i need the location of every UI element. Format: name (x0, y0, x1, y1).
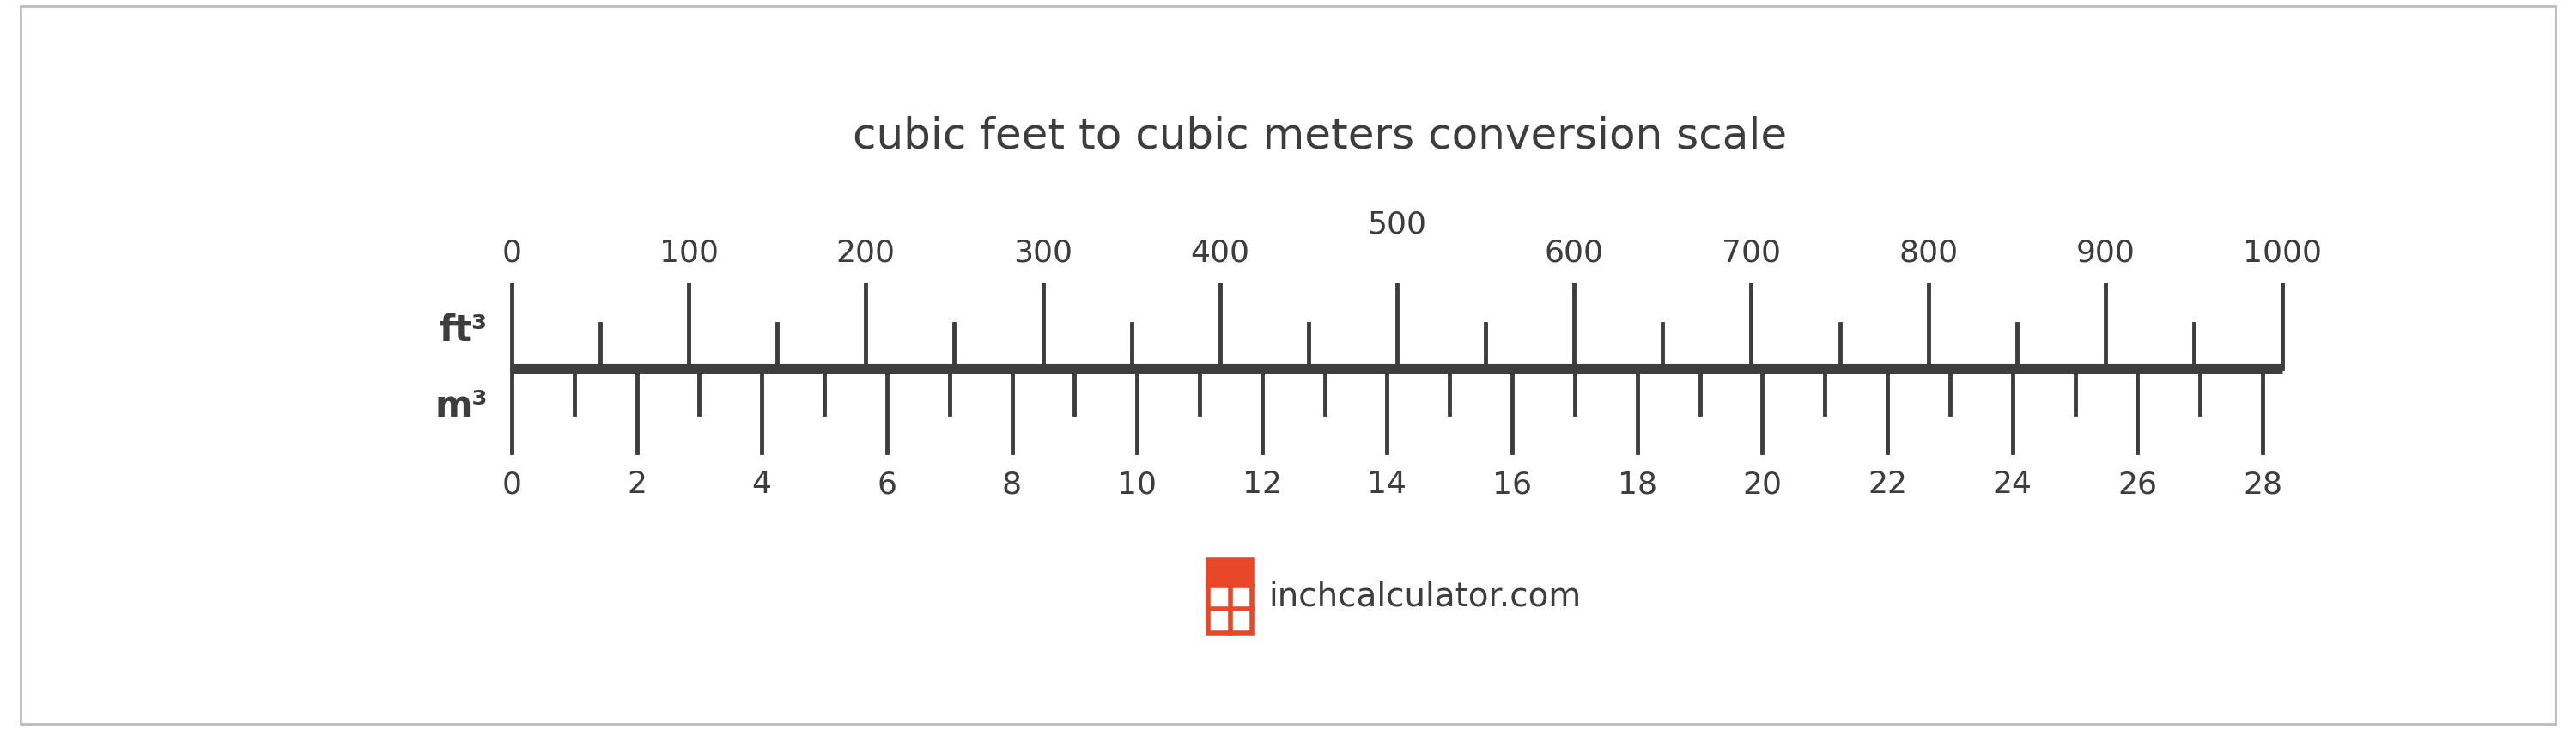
Text: 300: 300 (1012, 238, 1072, 267)
Text: 10: 10 (1118, 470, 1157, 499)
Text: 1000: 1000 (2244, 238, 2321, 267)
Text: 900: 900 (2076, 238, 2136, 267)
Text: 0: 0 (502, 470, 520, 499)
Text: 12: 12 (1242, 470, 1283, 499)
Bar (1208, 560, 1252, 585)
Text: 22: 22 (1868, 470, 1906, 499)
Text: 24: 24 (1994, 470, 2032, 499)
Text: 100: 100 (659, 238, 719, 267)
Bar (1208, 560, 1252, 633)
Text: 0: 0 (502, 238, 520, 267)
Text: 20: 20 (1741, 470, 1783, 499)
Text: 500: 500 (1368, 210, 1427, 239)
Text: m³: m³ (435, 388, 487, 425)
Text: 26: 26 (2117, 470, 2156, 499)
Text: 700: 700 (1721, 238, 1780, 267)
Text: 4: 4 (752, 470, 773, 499)
Text: 400: 400 (1190, 238, 1249, 267)
Text: 18: 18 (1618, 470, 1656, 499)
Text: 200: 200 (837, 238, 896, 267)
Text: 800: 800 (1899, 238, 1958, 267)
Text: 6: 6 (876, 470, 896, 499)
Text: 16: 16 (1492, 470, 1533, 499)
Text: inchcalculator.com: inchcalculator.com (1267, 580, 1582, 612)
Text: ft³: ft³ (440, 312, 487, 349)
Text: 14: 14 (1368, 470, 1406, 499)
Text: cubic feet to cubic meters conversion scale: cubic feet to cubic meters conversion sc… (853, 116, 1788, 157)
Text: 28: 28 (2244, 470, 2282, 499)
Text: 600: 600 (1546, 238, 1605, 267)
Text: 8: 8 (1002, 470, 1023, 499)
Text: 2: 2 (626, 470, 647, 499)
